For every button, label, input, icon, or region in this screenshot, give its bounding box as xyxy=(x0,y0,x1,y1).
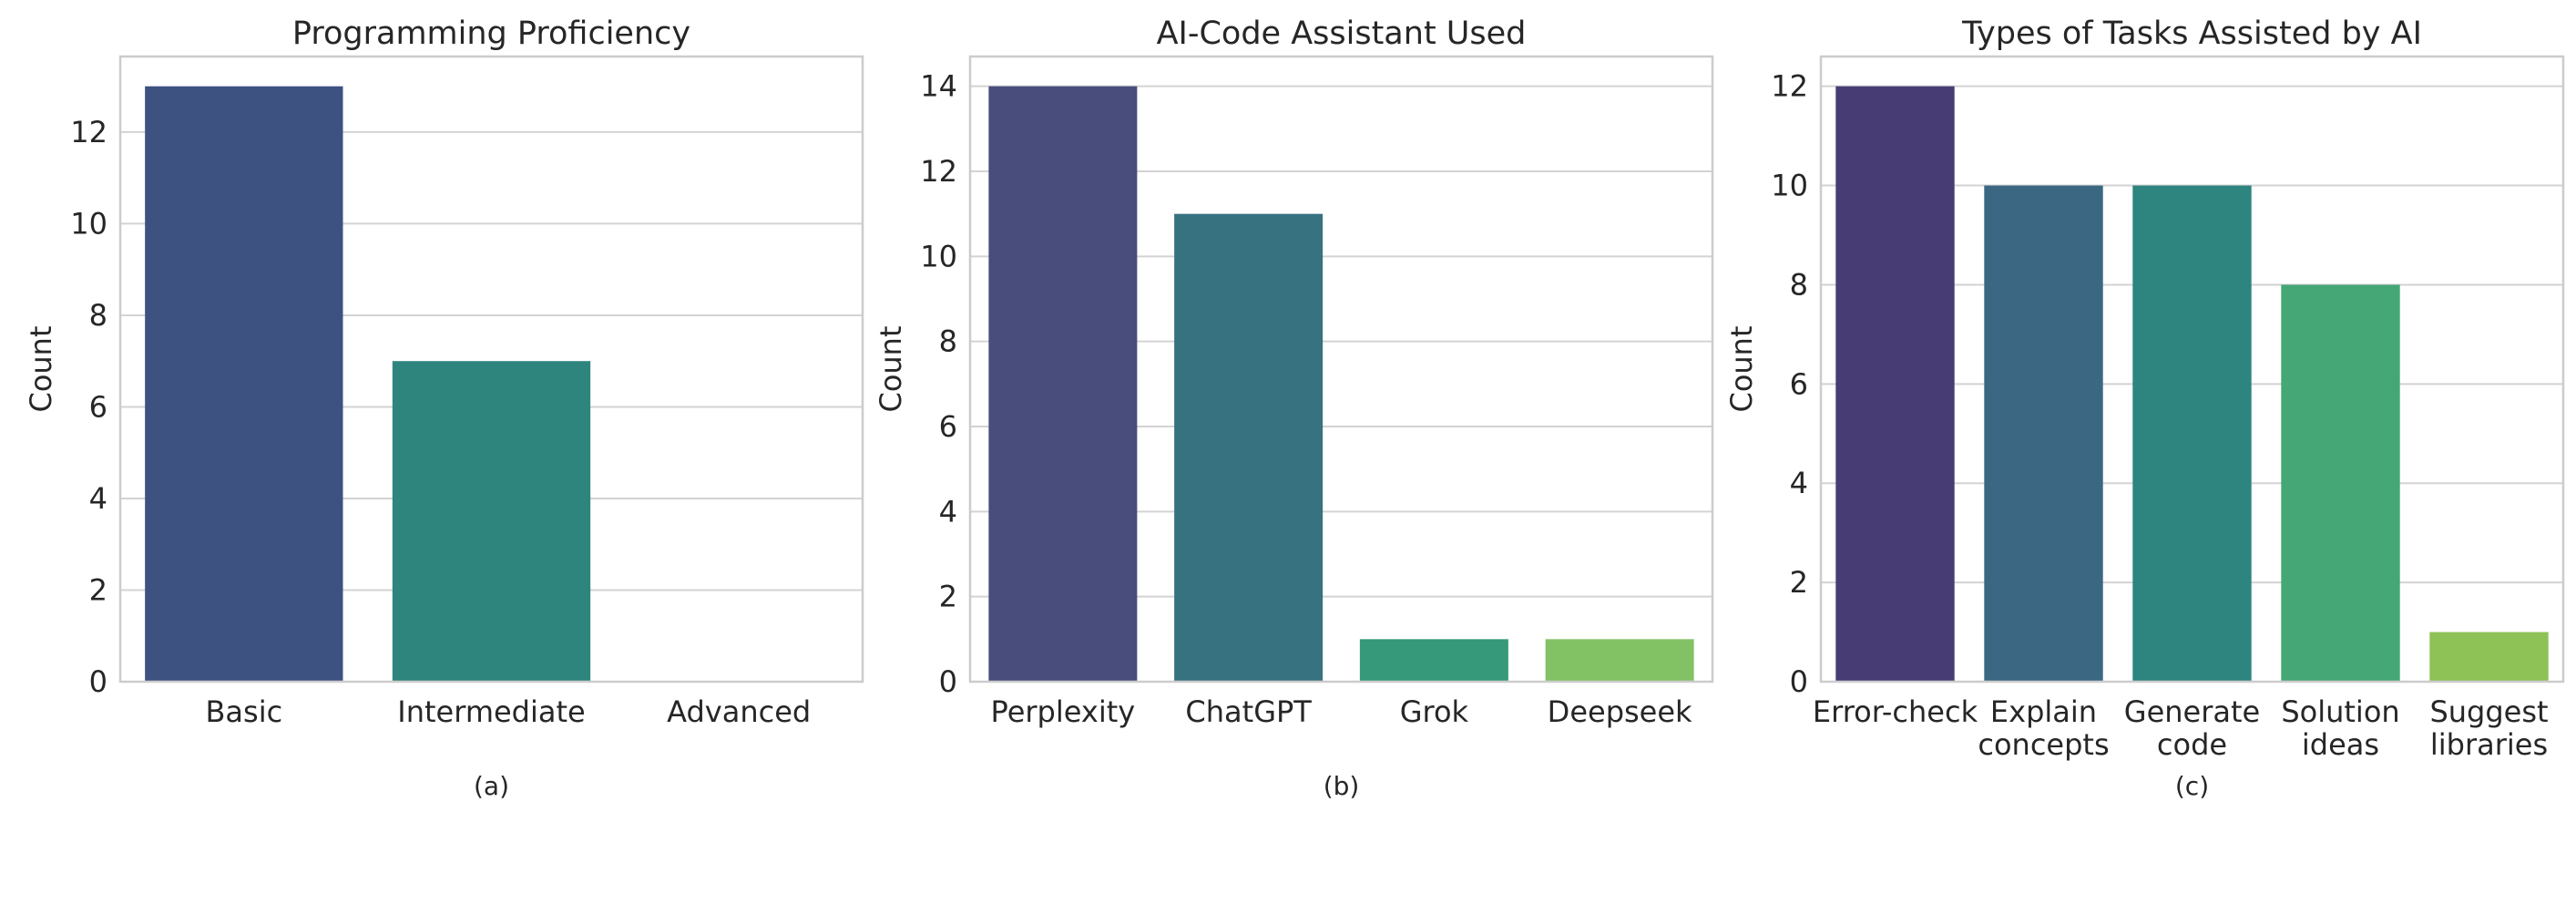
y-tick-label: 6 xyxy=(1790,366,1808,401)
subfigure-caption: (b) xyxy=(1324,771,1360,801)
bar xyxy=(1359,639,1508,682)
chart-title: AI-Code Assistant Used xyxy=(1157,15,1527,52)
y-tick-label: 12 xyxy=(920,154,957,189)
x-tick-label: Deepseek xyxy=(1548,694,1692,729)
x-tick-label: Generate code xyxy=(2124,694,2260,762)
x-tick-label: Intermediate xyxy=(397,694,585,729)
y-tick-label: 4 xyxy=(89,481,107,516)
y-tick-label: 0 xyxy=(939,664,957,699)
x-tick-label: Error-check xyxy=(1813,694,1978,729)
y-tick-label: 8 xyxy=(89,298,107,333)
x-tick-label: ChatGPT xyxy=(1185,694,1312,729)
y-tick-label: 14 xyxy=(920,69,957,104)
x-tick-label: Advanced xyxy=(667,694,811,729)
plot-frame xyxy=(968,55,1714,684)
y-tick-label: 2 xyxy=(1790,565,1808,600)
y-tick-label: 6 xyxy=(939,409,957,444)
x-tick-label: Solution ideas xyxy=(2281,694,2399,762)
y-tick-label: 10 xyxy=(1771,169,1808,203)
x-tick-label: Perplexity xyxy=(991,694,1136,729)
chart-panel-1: 0 2 4 6 8 10 12 Basic Intermediate Advanced Progra… xyxy=(24,15,864,801)
y-tick-label: 12 xyxy=(70,115,107,149)
y-tick-label: 0 xyxy=(1790,664,1808,699)
chart-panel-2: 0 2 4 6 8 10 12 14 Perplexity ChatGPT Grok Deepseek… xyxy=(874,15,1714,801)
bar xyxy=(1835,86,1955,682)
y-axis-label: Count xyxy=(24,325,58,412)
y-tick-label: 4 xyxy=(939,494,957,529)
bar xyxy=(988,86,1138,682)
y-tick-label: 6 xyxy=(89,389,107,424)
bar xyxy=(2281,284,2400,682)
bar xyxy=(145,86,343,682)
bar xyxy=(1984,185,2103,683)
y-tick-label: 8 xyxy=(1790,267,1808,302)
y-tick-label: 2 xyxy=(939,580,957,614)
plot-frame xyxy=(118,55,864,684)
bar xyxy=(2429,632,2549,682)
bar xyxy=(2132,185,2252,683)
subfigure-caption: (a) xyxy=(474,771,509,801)
y-tick-label: 0 xyxy=(89,664,107,699)
bar xyxy=(1545,639,1694,682)
x-tick-label: Grok xyxy=(1400,694,1469,729)
bar xyxy=(392,361,591,682)
bar xyxy=(1174,213,1324,682)
y-tick-label: 4 xyxy=(1790,466,1808,500)
chart-title: Types of Tasks Assisted by AI xyxy=(1961,15,2422,52)
y-axis-label: Count xyxy=(1724,325,1759,412)
chart-title: Programming Proficiency xyxy=(292,15,690,52)
y-tick-label: 2 xyxy=(89,572,107,607)
chart-panel-3: 0 2 4 6 8 10 12 Error-check Explain conceptsGener… xyxy=(1724,15,2565,801)
plot-frame xyxy=(1819,55,2565,684)
y-tick-label: 8 xyxy=(939,324,957,359)
subfigure-caption: (c) xyxy=(2175,771,2209,801)
y-axis-label: Count xyxy=(874,325,908,412)
y-tick-label: 12 xyxy=(1771,69,1808,104)
x-tick-label: Suggest libraries xyxy=(2429,694,2548,762)
x-tick-label: Basic xyxy=(205,694,282,729)
y-tick-label: 10 xyxy=(920,239,957,273)
x-tick-label: Explain concepts xyxy=(1978,694,2109,762)
y-tick-label: 10 xyxy=(70,206,107,241)
